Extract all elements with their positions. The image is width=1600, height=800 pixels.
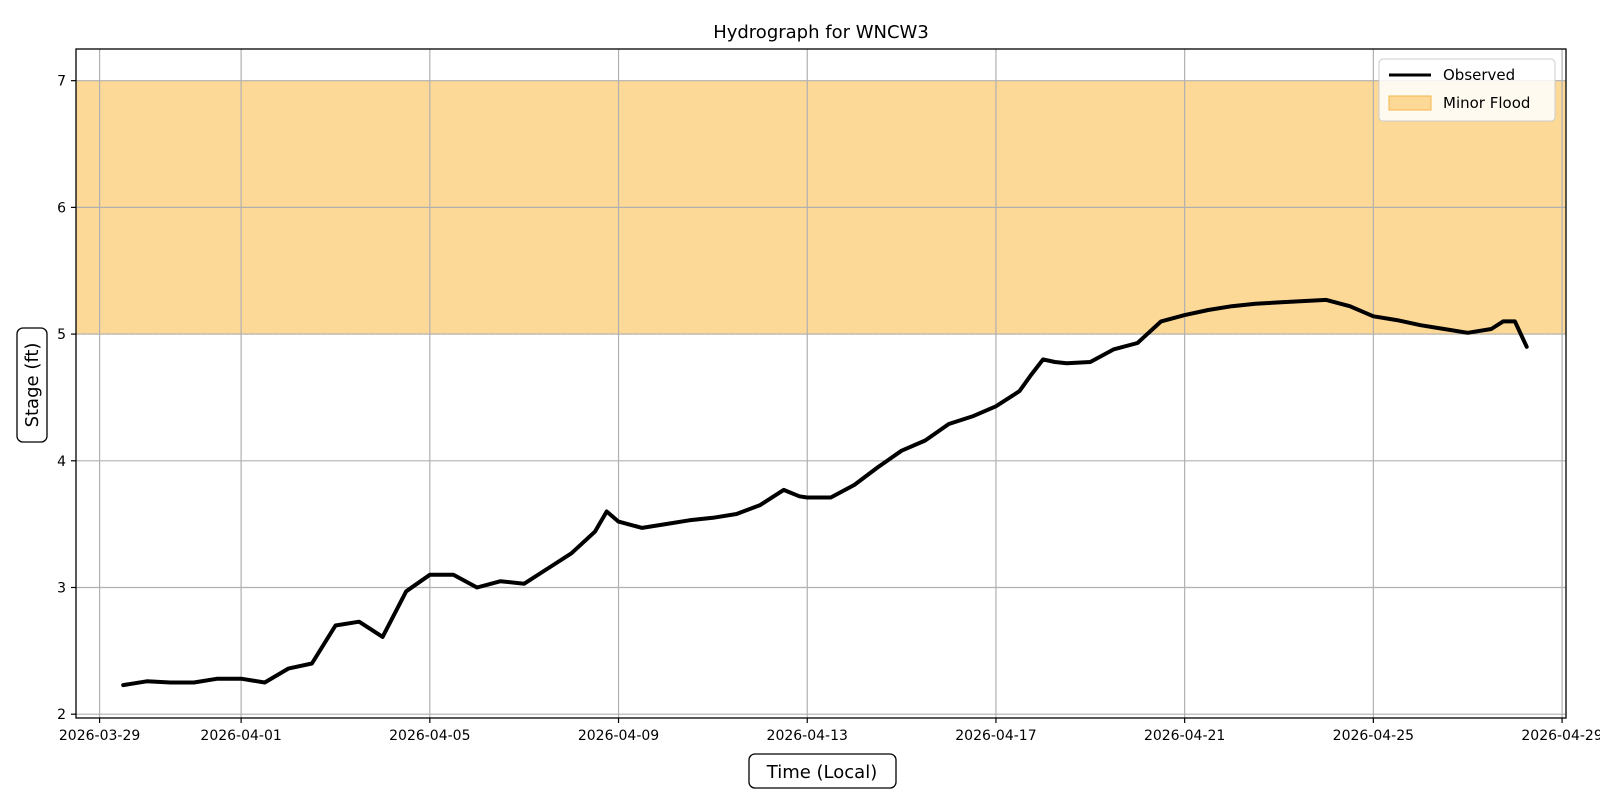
observed-series-line: [121, 297, 1529, 688]
x-tick-label: 2026-04-09: [578, 728, 659, 744]
x-tick-label: 2026-04-17: [955, 728, 1036, 744]
x-tick-label: 2026-04-13: [767, 728, 848, 744]
x-tick-label: 2026-04-29: [1521, 728, 1600, 744]
y-tick-label: 7: [57, 74, 66, 90]
legend-minor-flood-swatch: [1388, 95, 1432, 111]
y-tick-label: 5: [57, 327, 66, 343]
y-tick-label: 6: [57, 200, 66, 216]
x-axis-label: Time (Local): [766, 762, 877, 783]
x-tick-label: 2026-04-01: [200, 728, 281, 744]
x-axis-label-box: [748, 753, 897, 789]
x-tick-label: 2026-04-05: [389, 728, 470, 744]
chart-title: Hydrograph for WNCW3: [713, 22, 929, 43]
legend: Observed Minor Flood: [1378, 58, 1556, 122]
y-axis-label-box: [16, 327, 48, 443]
y-tick-label: 2: [57, 707, 66, 723]
y-axis-label: Stage (ft): [22, 343, 43, 428]
legend-minor-flood-label: Minor Flood: [1443, 94, 1530, 112]
x-tick-label: 2026-04-25: [1333, 728, 1414, 744]
x-tick-label: 2026-04-21: [1144, 728, 1225, 744]
y-tick-label: 4: [57, 454, 66, 470]
y-tick-label: 3: [57, 580, 66, 596]
legend-observed-label: Observed: [1443, 66, 1515, 84]
plot-frame: [75, 48, 1567, 719]
x-tick-label: 2026-03-29: [59, 728, 140, 744]
